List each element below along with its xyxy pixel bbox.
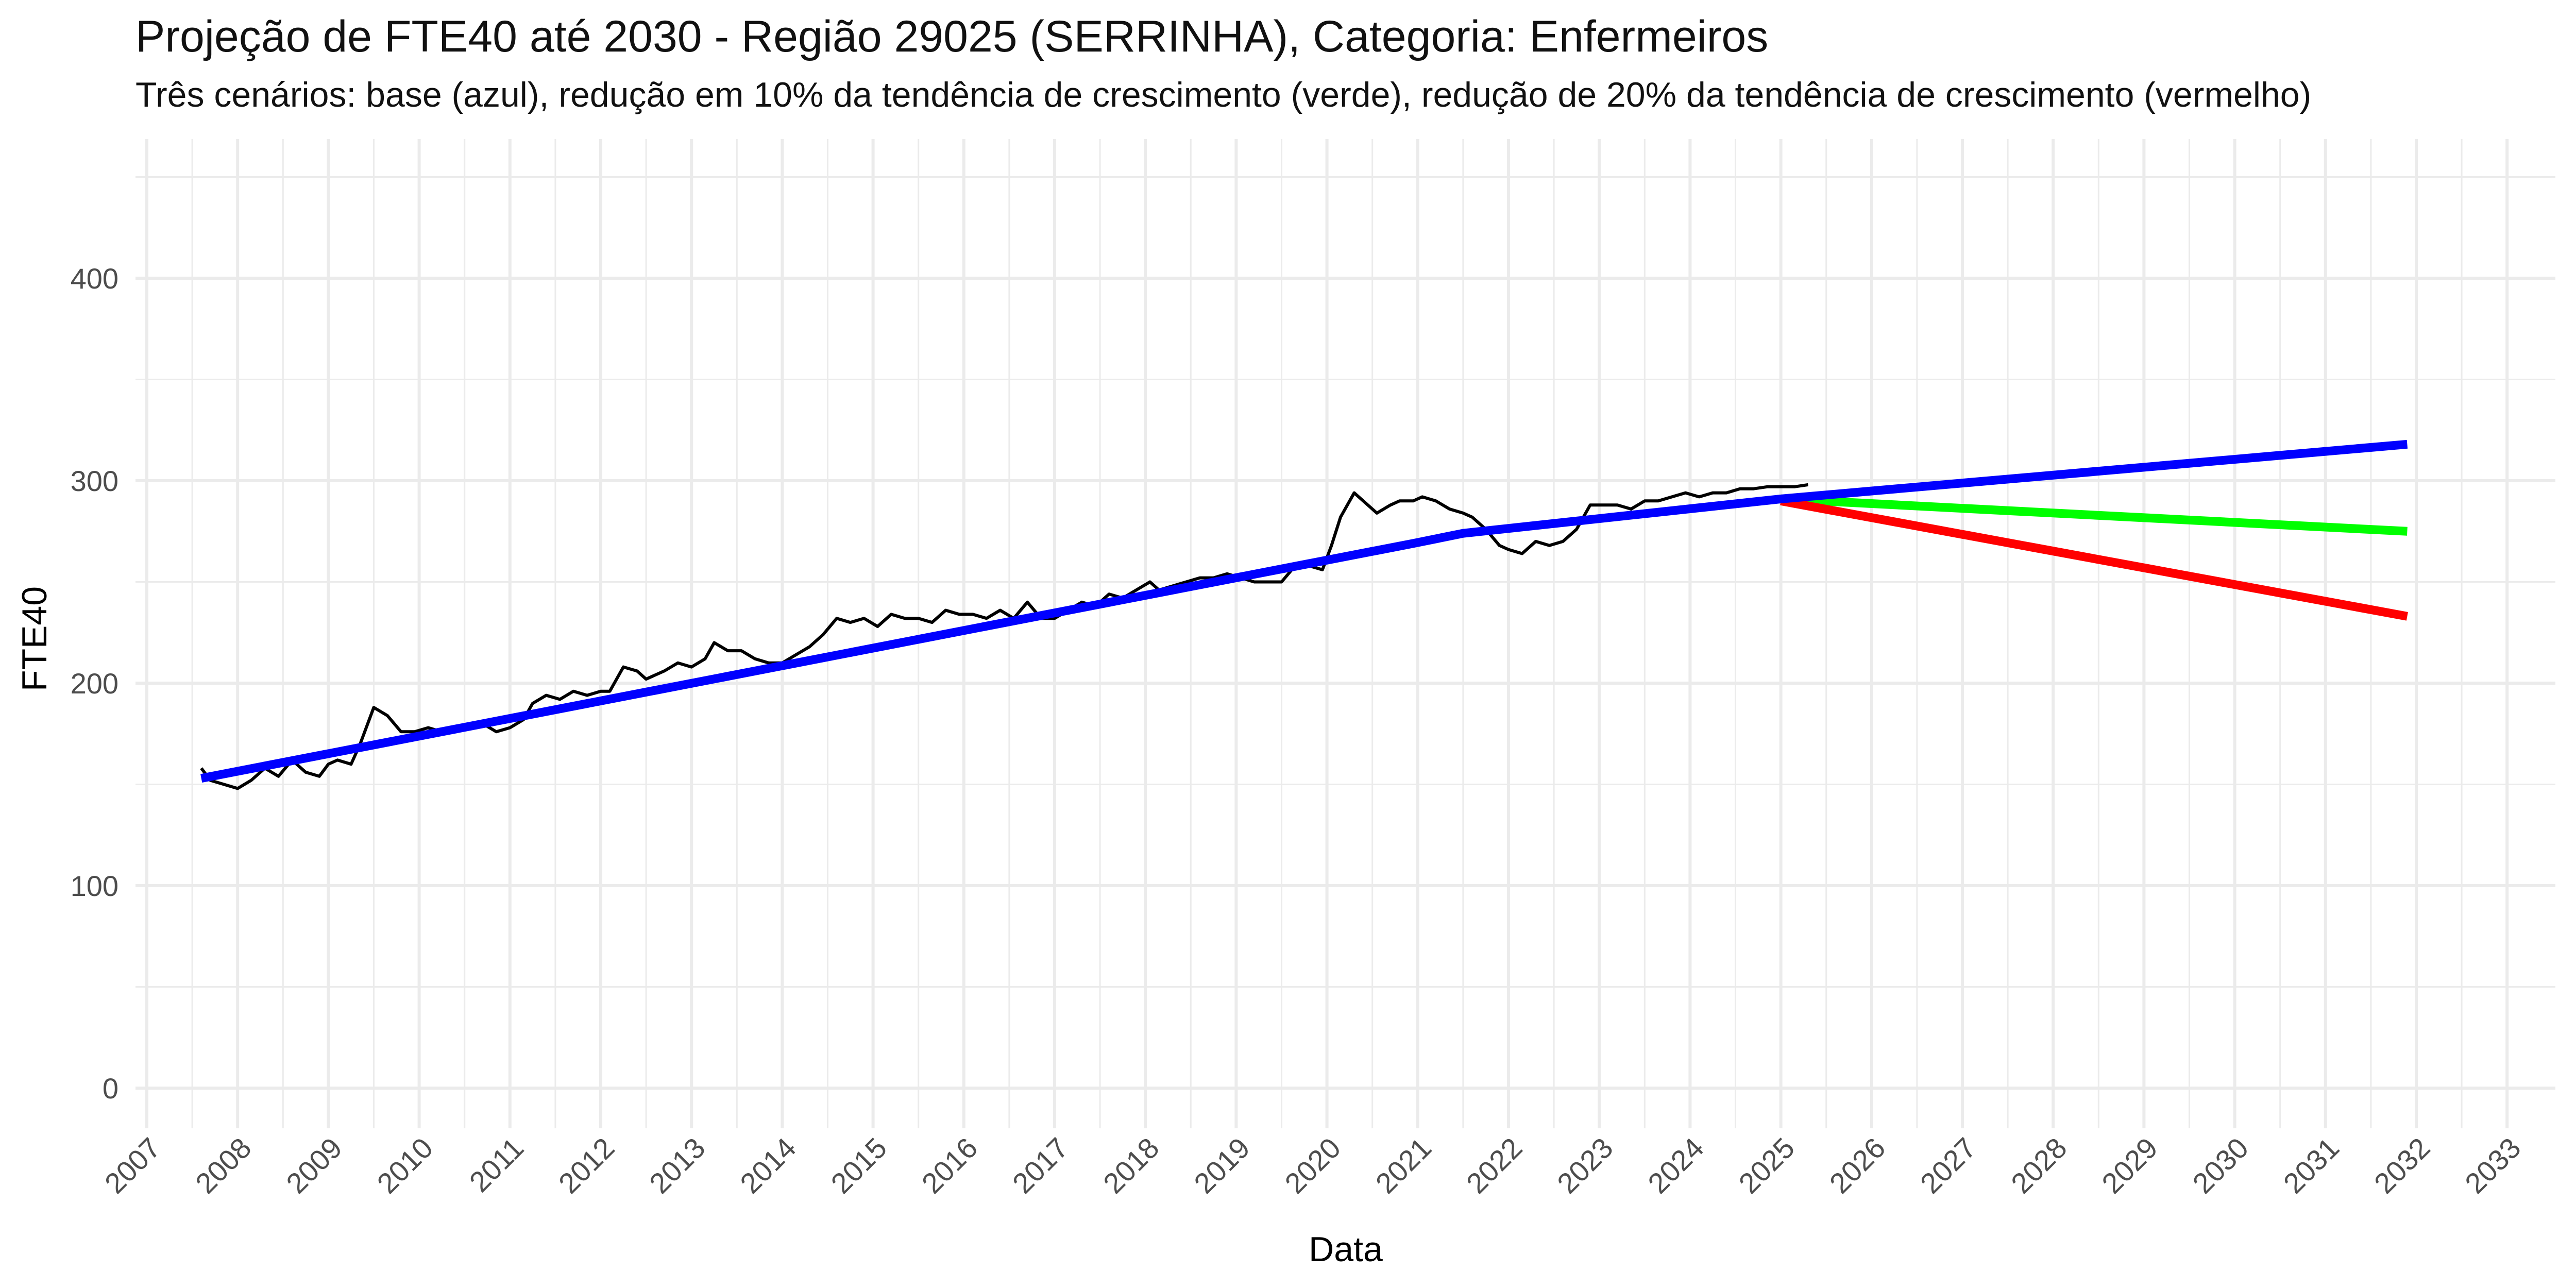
x-tick-label: 2018 xyxy=(1097,1131,1165,1200)
x-tick-label: 2023 xyxy=(1551,1131,1619,1200)
y-axis-label: FTE40 xyxy=(15,586,54,691)
chart-title: Projeção de FTE40 até 2030 - Região 2902… xyxy=(135,12,1769,61)
series-lines xyxy=(200,439,2408,790)
series-line-observed xyxy=(200,483,1808,790)
x-tick-label: 2010 xyxy=(370,1131,439,1200)
series-line-reduction_10 xyxy=(1781,494,2408,536)
x-tick-label: 2028 xyxy=(2005,1131,2073,1200)
chart-subtitle: Três cenários: base (azul), redução em 1… xyxy=(135,75,2312,114)
x-tick-label: 2015 xyxy=(824,1131,893,1200)
x-tick-label: 2009 xyxy=(280,1131,348,1200)
x-axis-label: Data xyxy=(1309,1230,1383,1269)
x-tick-label: 2031 xyxy=(2277,1131,2346,1200)
x-tick-label: 2020 xyxy=(1278,1131,1347,1200)
x-tick-label: 2017 xyxy=(1006,1131,1075,1200)
x-tick-label: 2008 xyxy=(189,1131,258,1200)
x-tick-label: 2030 xyxy=(2186,1131,2255,1200)
y-axis-ticks: 0 100 200 300 400 xyxy=(71,262,118,1105)
y-tick-label: 100 xyxy=(71,870,118,902)
x-tick-label: 2021 xyxy=(1369,1131,1438,1200)
x-tick-label: 2024 xyxy=(1641,1131,1710,1200)
x-tick-label: 2025 xyxy=(1732,1131,1801,1200)
series-line-reduction_20 xyxy=(1780,496,2408,621)
y-tick-label: 0 xyxy=(103,1072,118,1105)
x-tick-label: 2014 xyxy=(734,1131,802,1200)
x-tick-label: 2007 xyxy=(98,1131,167,1200)
grid-lines xyxy=(135,139,2555,1128)
y-tick-label: 200 xyxy=(71,667,118,700)
y-tick-label: 400 xyxy=(71,262,118,295)
series-line-base xyxy=(200,439,2408,783)
x-tick-label: 2032 xyxy=(2368,1131,2436,1200)
x-tick-label: 2022 xyxy=(1460,1131,1529,1200)
x-tick-label: 2013 xyxy=(643,1131,711,1200)
x-tick-label: 2016 xyxy=(916,1131,984,1200)
x-tick-label: 2026 xyxy=(1823,1131,1892,1200)
x-tick-label: 2012 xyxy=(552,1131,621,1200)
y-tick-label: 300 xyxy=(71,465,118,497)
x-tick-label: 2029 xyxy=(2095,1131,2164,1200)
x-tick-label: 2033 xyxy=(2459,1131,2527,1200)
x-axis-ticks: 2007 2008 2009 2010 2011 2012 2013 2014 2015 2016… xyxy=(98,1131,2527,1200)
x-tick-label: 2027 xyxy=(1914,1131,1982,1200)
x-tick-label: 2011 xyxy=(463,1131,530,1198)
x-tick-label: 2019 xyxy=(1188,1131,1256,1200)
